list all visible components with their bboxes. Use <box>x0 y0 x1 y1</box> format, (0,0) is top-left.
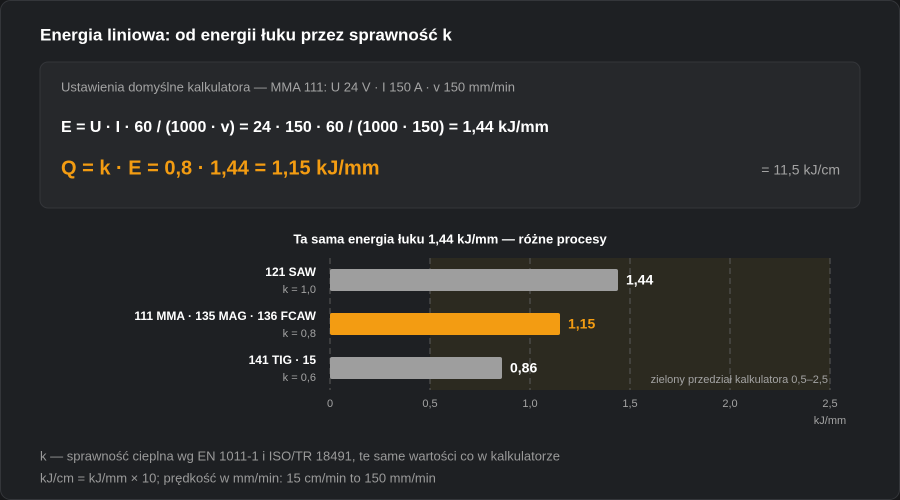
value-label: 1,44 <box>626 272 653 288</box>
bar <box>330 357 502 379</box>
x-tick-label: 2,5 <box>822 398 837 410</box>
chart-title: Ta sama energia łuku 1,44 kJ/mm — różne … <box>293 231 607 246</box>
chart: 0 0,5 1,0 1,5 2,0 2,5 kJ/mm zielony przedział k… <box>134 258 846 427</box>
footer-note: k — sprawność cieplna wg EN 1011-1 i ISO… <box>40 448 560 463</box>
x-axis-label: kJ/mm <box>814 415 846 427</box>
annotation: zielony przedział kalkulatora 0,5–2,5 <box>651 374 828 386</box>
category-label: 121 SAW <box>265 265 316 279</box>
x-tick-label: 1,5 <box>622 398 637 410</box>
formula-q: Q = k · E = 0,8 · 1,44 = 1,15 kJ/mm <box>61 157 380 179</box>
value-label: 0,86 <box>510 360 537 376</box>
footer-note: kJ/cm = kJ/mm × 10; prędkość w mm/min: 1… <box>40 470 436 485</box>
formula-e: E = U · I · 60 / (1000 · v) = 24 · 150 ·… <box>61 119 549 136</box>
category-label: 141 TIG · 15 <box>249 353 317 367</box>
per-cm: = 11,5 kJ/cm <box>761 162 840 178</box>
bar <box>330 313 560 335</box>
settings-text: Ustawienia domyślne kalkulatora — MMA 11… <box>61 79 515 94</box>
value-label: 1,15 <box>568 316 595 332</box>
x-tick-label: 1,0 <box>522 398 537 410</box>
category-label: 111 MMA · 135 MAG · 136 FCAW <box>134 309 316 323</box>
bar <box>330 269 618 291</box>
card-title: Energia liniowa: od energii łuku przez s… <box>40 25 452 44</box>
formula-panel <box>39 61 861 209</box>
x-tick-label: 0,5 <box>422 398 437 410</box>
category-sublabel: k = 0,8 <box>283 328 316 340</box>
x-tick-label: 2,0 <box>722 398 737 410</box>
x-tick-label: 0 <box>327 398 333 410</box>
category-sublabel: k = 1,0 <box>283 284 316 296</box>
category-sublabel: k = 0,6 <box>283 372 316 384</box>
